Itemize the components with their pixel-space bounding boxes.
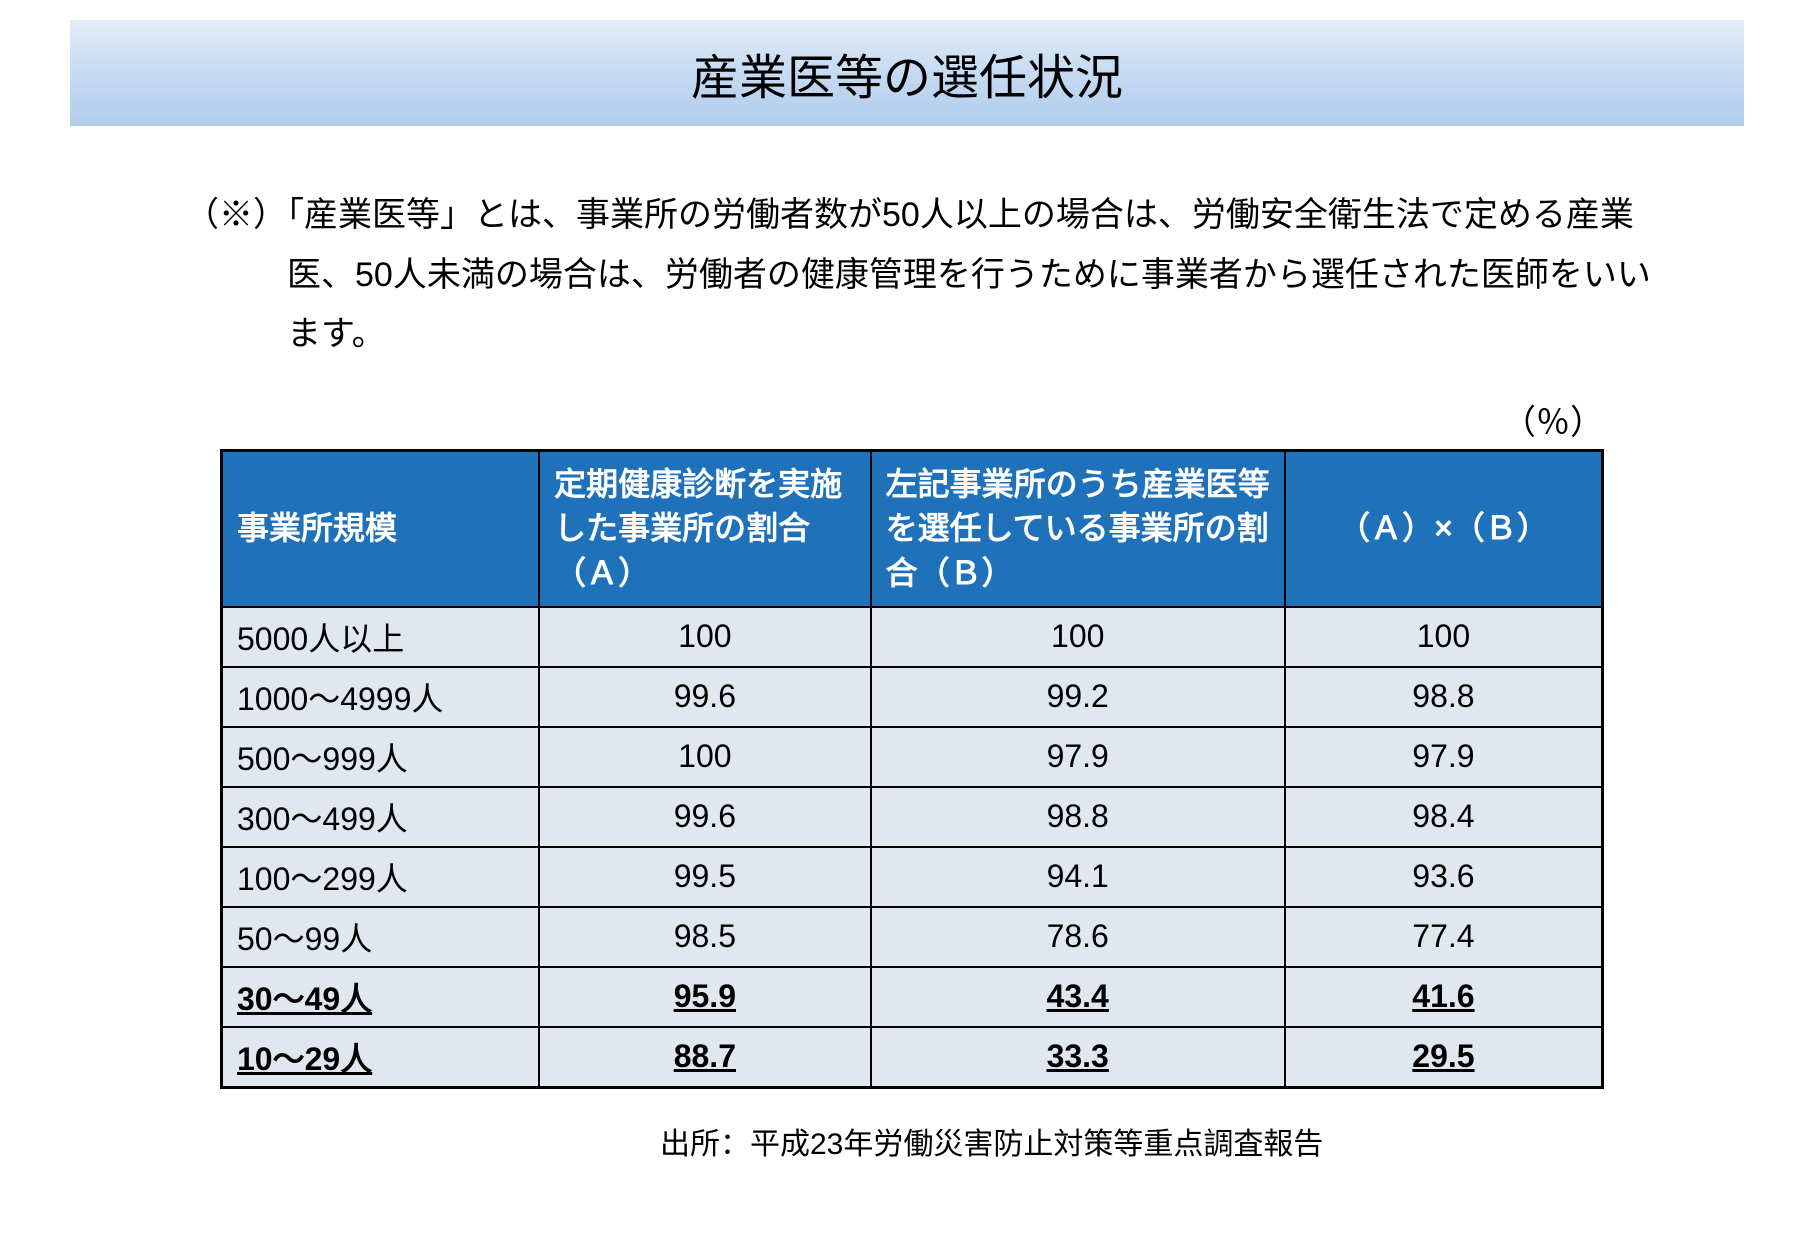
table-row: 50～99人98.578.677.4 [222,907,1603,967]
cell-a: 95.9 [539,967,870,1027]
cell-b: 98.8 [871,787,1285,847]
col-header-a: 定期健康診断を実施した事業所の割合（Ａ） [539,450,870,607]
cell-b: 43.4 [871,967,1285,1027]
col-header-size: 事業所規模 [222,450,540,607]
table-row: 10～29人88.733.329.5 [222,1027,1603,1088]
table-row: 500～999人10097.997.9 [222,727,1603,787]
cell-label: 1000～4999人 [222,667,540,727]
table-row: 30～49人95.943.441.6 [222,967,1603,1027]
cell-ab: 41.6 [1285,967,1603,1027]
cell-a: 100 [539,607,870,667]
data-table-wrap: 事業所規模 定期健康診断を実施した事業所の割合（Ａ） 左記事業所のうち産業医等を… [220,449,1604,1089]
page-title: 産業医等の選任状況 [70,20,1744,126]
cell-label: 50～99人 [222,907,540,967]
source-text: 出所：平成23年労働災害防止対策等重点調査報告 [660,1119,1764,1163]
table-header-row: 事業所規模 定期健康診断を実施した事業所の割合（Ａ） 左記事業所のうち産業医等を… [222,450,1603,607]
cell-ab: 98.8 [1285,667,1603,727]
cell-label: 10～29人 [222,1027,540,1088]
unit-label: （％） [50,395,1604,444]
cell-ab: 97.9 [1285,727,1603,787]
table-row: 5000人以上100100100 [222,607,1603,667]
cell-b: 94.1 [871,847,1285,907]
cell-b: 100 [871,607,1285,667]
cell-ab: 98.4 [1285,787,1603,847]
table-row: 100～299人99.594.193.6 [222,847,1603,907]
cell-label: 300～499人 [222,787,540,847]
cell-b: 78.6 [871,907,1285,967]
cell-a: 98.5 [539,907,870,967]
cell-a: 99.5 [539,847,870,907]
cell-a: 99.6 [539,667,870,727]
cell-a: 88.7 [539,1027,870,1088]
col-header-b: 左記事業所のうち産業医等を選任している事業所の割合（Ｂ） [871,450,1285,607]
cell-a: 99.6 [539,787,870,847]
cell-ab: 100 [1285,607,1603,667]
table-row: 300～499人99.698.898.4 [222,787,1603,847]
cell-label: 5000人以上 [222,607,540,667]
cell-ab: 93.6 [1285,847,1603,907]
cell-ab: 29.5 [1285,1027,1603,1088]
cell-b: 99.2 [871,667,1285,727]
cell-label: 100～299人 [222,847,540,907]
table-row: 1000～4999人99.699.298.8 [222,667,1603,727]
cell-label: 500～999人 [222,727,540,787]
cell-b: 33.3 [871,1027,1285,1088]
note-text: （※）「産業医等」とは、事業所の労働者数が50人以上の場合は、労働安全衛生法で定… [185,186,1664,365]
cell-a: 100 [539,727,870,787]
cell-label: 30～49人 [222,967,540,1027]
cell-ab: 77.4 [1285,907,1603,967]
cell-b: 97.9 [871,727,1285,787]
col-header-ab: （Ａ）×（Ｂ） [1285,450,1603,607]
data-table: 事業所規模 定期健康診断を実施した事業所の割合（Ａ） 左記事業所のうち産業医等を… [220,449,1604,1089]
